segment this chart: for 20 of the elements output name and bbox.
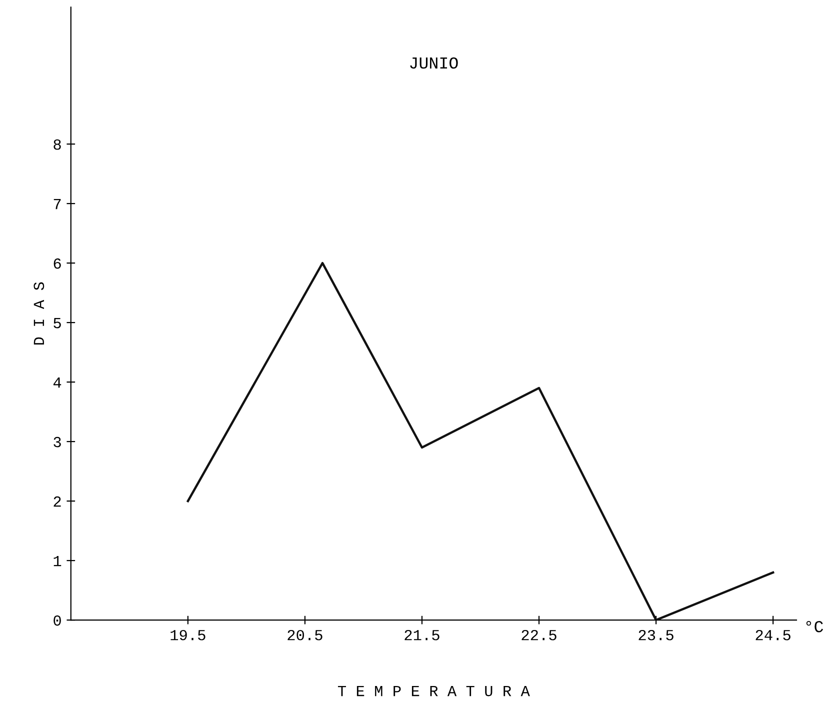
x-tick-label: 19.5 [170,630,206,640]
y-tick-label: 2 [54,496,61,507]
x-tick-label: 21.5 [404,630,440,640]
line-series [186,262,774,620]
y-tick-label: 1 [54,556,62,566]
x-axis-title: T E M P E R A T U R A [338,686,530,696]
y-axis-title: D I A S [34,282,44,345]
x-tick-label: 23.5 [638,630,674,640]
y-tick-label: 3 [54,436,61,448]
y-tick-label: 7 [54,199,61,210]
y-tick-label: 4 [53,378,62,388]
x-tick-label: 20.5 [288,630,322,640]
text: °C [806,620,824,632]
x-tick-label: 24.5 [756,630,790,640]
x-tick-label: 22.5 [522,630,556,640]
y-tick-label: 6 [54,258,61,269]
text: JUNIO [410,57,458,69]
y-tick-label: 5 [54,318,61,328]
y-tick-label: 0 [54,615,61,626]
y-tick-label: 8 [54,139,61,150]
